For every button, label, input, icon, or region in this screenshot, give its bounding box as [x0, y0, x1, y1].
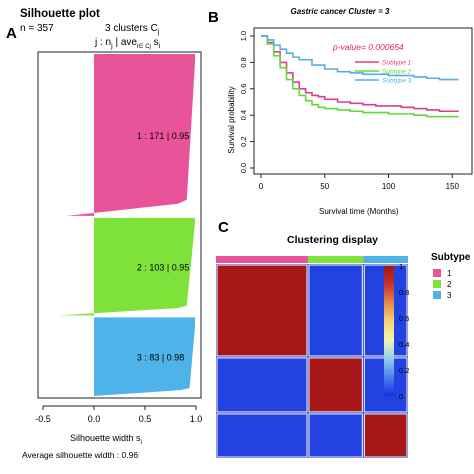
survival-y-tick-label: 0.8	[239, 57, 248, 67]
heatmap-block-2-1	[216, 357, 308, 413]
subtype-legend-title: Subtype	[431, 252, 471, 263]
silhouette-plot-frame	[37, 51, 202, 399]
survival-y-tick-label: 1.0	[239, 31, 248, 41]
silhouette-cluster-2-bar	[58, 217, 195, 316]
silhouette-cluster-labels: 1 : 171 | 0.95 2 : 103 | 0.95 3 : 83 | 0.9…	[137, 131, 189, 363]
survival-y-tick-label: 0.0	[239, 163, 248, 173]
silhouette-cluster-3-bar	[94, 317, 195, 396]
silhouette-cluster-1-bar	[66, 54, 195, 216]
silhouette-legend-header: 3 clusters Cj	[105, 23, 160, 36]
silhouette-title: Silhouette plot	[20, 8, 100, 20]
silhouette-x-label: Silhouette width si	[70, 433, 142, 446]
clustering-color-scale: 0 0.2 0.4 0.6 0.8 1	[384, 262, 409, 401]
silhouette-x-tick-label: 1.0	[190, 414, 203, 424]
survival-plot-frame	[253, 27, 473, 175]
silhouette-x-tick-label: -0.5	[35, 414, 51, 424]
survival-x-label: Survival time (Months)	[319, 207, 399, 216]
silhouette-panel: A Silhouette plot n = 357 3 clusters Cj …	[6, 8, 202, 460]
survival-title: Gastric cancer Cluster = 3	[291, 7, 390, 16]
silhouette-legend-columns: j : nj | avei∈ Cj si	[94, 37, 161, 50]
subtype-bar-segment-1	[216, 256, 308, 263]
survival-legend-label: Subtype 3	[382, 78, 412, 85]
silhouette-cluster-1-label: 1 : 171 | 0.95	[137, 131, 189, 141]
survival-x-tick-label: 50	[320, 182, 329, 191]
color-scale-bar	[384, 266, 394, 396]
survival-y-tick-label: 0.6	[239, 84, 248, 94]
survival-p-value: p-value= 0.000654	[332, 42, 404, 52]
subtype-bar-segment-2	[307, 256, 364, 263]
survival-x-tick-label: 0	[259, 182, 264, 191]
survival-x-tick-label: 100	[382, 182, 396, 191]
color-scale-tick-label: 0	[399, 392, 403, 401]
clustering-panel: C Clustering display 0 0.2 0.4 0.6 0.8 1 Subt…	[216, 219, 471, 458]
survival-y-label: Survival probability	[227, 86, 236, 153]
subtype-legend-swatch-2	[433, 280, 441, 288]
subtype-legend-swatch-3	[433, 291, 441, 299]
subtype-legend-label-3: 3	[447, 291, 452, 300]
subtype-legend-swatch-1	[433, 269, 441, 277]
survival-curve-subtype-1	[261, 35, 459, 113]
survival-y-tick-label: 0.2	[239, 136, 248, 146]
panel-letter-b: B	[208, 9, 219, 26]
silhouette-cluster-2-label: 2 : 103 | 0.95	[137, 263, 189, 273]
survival-curves	[261, 35, 459, 118]
color-scale-tick-label: 1	[399, 262, 403, 271]
silhouette-x-axis: -0.5 0.0 0.5 1.0	[35, 405, 203, 424]
panel-letter-c: C	[218, 219, 229, 236]
color-scale-tick-label: 0.6	[399, 314, 409, 323]
survival-curve-subtype-2	[261, 35, 459, 118]
color-scale-tick-label: 0.2	[399, 366, 409, 375]
heatmap-block-1-2	[308, 264, 363, 357]
survival-legend-label: Subtype 1	[382, 60, 412, 67]
color-scale-tick-label: 0.8	[399, 288, 409, 297]
subtype-legend: 1 2 3	[433, 269, 452, 300]
survival-axes: 0 50 100 150 0.0 0.2 0.4 0.6 0.8 1.0	[239, 31, 459, 191]
survival-x-tick-label: 150	[446, 182, 460, 191]
clustering-subtype-bar	[216, 256, 408, 263]
subtype-bar-segment-3	[363, 256, 408, 263]
color-scale-tick-label: 0.4	[399, 340, 409, 349]
survival-curve-subtype-3	[261, 35, 459, 81]
heatmap-block-1-1	[216, 264, 308, 357]
survival-legend: Subtype 1 Subtype 2 Subtype 3	[355, 60, 412, 85]
silhouette-x-tick-label: 0.0	[88, 414, 101, 424]
silhouette-average: Average silhouette width : 0.96	[22, 450, 138, 460]
heatmap-block-2-2	[308, 357, 363, 413]
clustering-heatmap	[216, 264, 408, 458]
survival-panel: B Gastric cancer Cluster = 3 0 50 100 150 0.…	[208, 7, 473, 216]
silhouette-cluster-3-label: 3 : 83 | 0.98	[137, 353, 184, 363]
panel-letter-a: A	[6, 25, 17, 42]
heatmap-block-3-1	[216, 413, 308, 458]
heatmap-block-3-3	[363, 413, 408, 458]
subtype-legend-label-2: 2	[447, 280, 452, 289]
silhouette-n: n = 357	[20, 23, 54, 34]
heatmap-block-3-2	[308, 413, 363, 458]
clustering-title: Clustering display	[287, 234, 378, 246]
silhouette-bars	[58, 54, 195, 396]
subtype-legend-label-1: 1	[447, 269, 452, 278]
survival-y-tick-label: 0.4	[239, 110, 248, 120]
silhouette-x-tick-label: 0.5	[139, 414, 152, 424]
survival-legend-label: Subtype 2	[382, 69, 412, 76]
